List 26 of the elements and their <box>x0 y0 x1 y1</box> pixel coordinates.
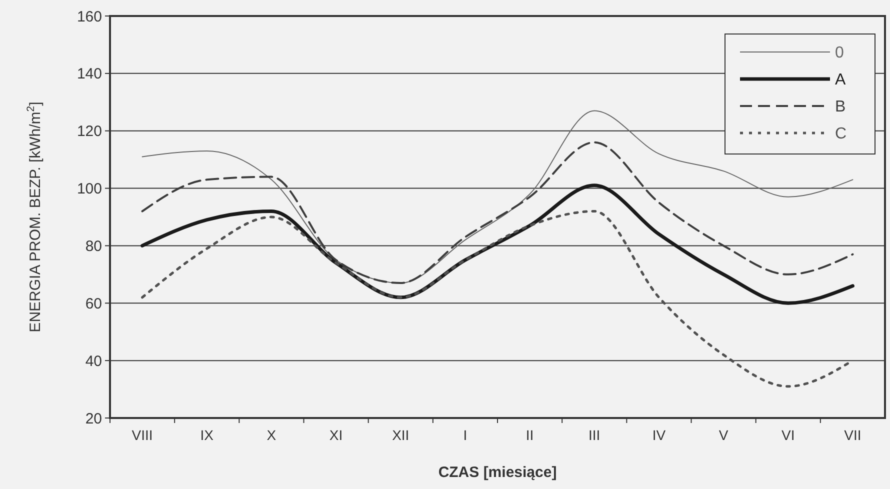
x-tick-label: II <box>526 427 534 443</box>
y-tick-label: 40 <box>85 352 102 370</box>
x-tick-label: VI <box>782 427 795 443</box>
x-tick-label: XI <box>329 427 343 443</box>
x-tick-label: VII <box>844 427 862 443</box>
y-tick-label: 160 <box>76 8 102 26</box>
text: B <box>835 98 846 116</box>
text: A <box>835 72 846 89</box>
y-tick-label: 80 <box>85 238 102 255</box>
y-tick-label: 60 <box>85 295 102 312</box>
x-tick-label: XII <box>392 427 410 443</box>
x-tick-label: VIII <box>132 427 153 443</box>
x-tick-label: V <box>718 427 729 443</box>
y-tick-label: 140 <box>76 66 102 83</box>
x-tick-label: III <box>588 427 600 443</box>
y-tick-label: 100 <box>76 180 102 198</box>
text: C <box>835 126 847 143</box>
x-tick-label: IX <box>200 427 214 443</box>
text: 0 <box>835 44 844 62</box>
line-series <box>142 110 854 284</box>
x-tick-label: IV <box>652 427 666 443</box>
x-axis-title: CZAS [miesiące] <box>438 464 557 481</box>
y-tick-label: 120 <box>76 123 102 140</box>
x-tick-label: X <box>266 427 277 443</box>
x-tick-label: I <box>463 427 468 443</box>
y-tick-label: 20 <box>85 410 102 428</box>
